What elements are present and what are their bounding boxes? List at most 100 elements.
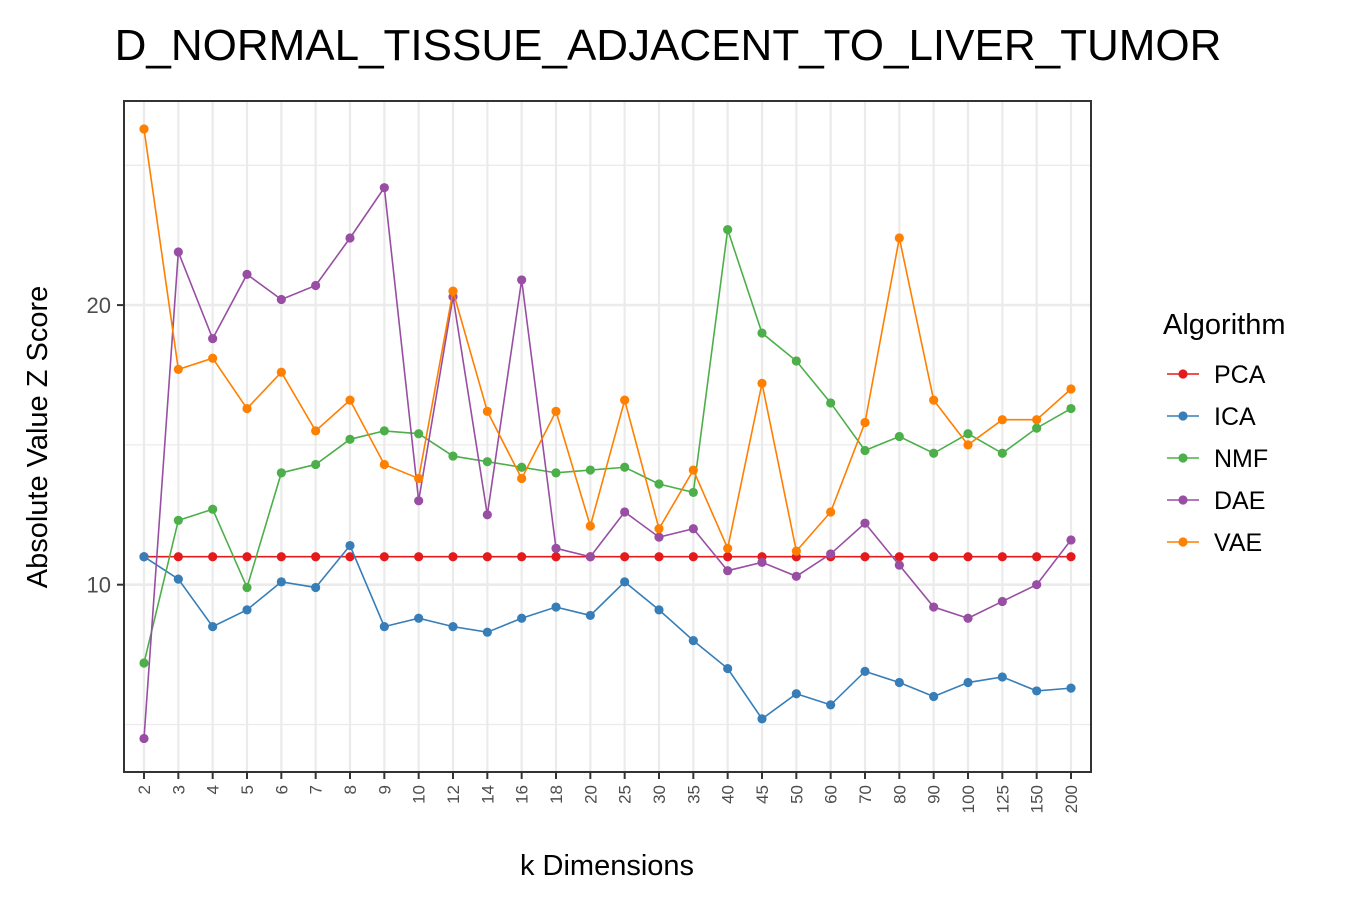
vae-point — [791, 546, 801, 556]
vae-point — [311, 426, 321, 436]
dae-point — [139, 733, 149, 744]
nmf-point — [929, 448, 939, 458]
dae-point — [894, 560, 904, 570]
nmf-point — [173, 515, 183, 525]
x-tick-label: 2 — [135, 785, 154, 794]
pca-point — [1066, 552, 1076, 562]
vae-point — [894, 233, 904, 243]
x-tick-label: 4 — [204, 785, 223, 794]
nmf-point — [654, 479, 664, 489]
dae-point — [860, 518, 870, 528]
ica-line — [143, 544, 1072, 721]
nmf-point — [997, 448, 1007, 458]
nmf-point — [791, 356, 801, 366]
pca-point — [517, 552, 527, 562]
vae-point — [654, 524, 664, 534]
pca-point — [173, 552, 183, 562]
x-tick-label: 90 — [925, 785, 944, 804]
pca-point — [345, 552, 355, 562]
nmf-point — [311, 459, 321, 470]
x-tick-label: 20 — [581, 785, 600, 804]
pca-point — [963, 552, 973, 562]
ica-point — [139, 552, 149, 562]
legend-item-dae: DAE — [1167, 487, 1265, 515]
vae-point — [551, 406, 561, 416]
nmf-point — [379, 426, 389, 436]
x-tick-label: 40 — [719, 785, 738, 804]
ica-point — [791, 689, 801, 699]
legend-label: DAE — [1214, 487, 1265, 515]
x-tick-label: 18 — [547, 785, 566, 804]
nmf-point — [448, 451, 458, 461]
pca-point — [654, 552, 664, 562]
pca-point — [242, 552, 252, 562]
pca-point — [208, 552, 218, 562]
legend-key-point — [1178, 495, 1188, 505]
vae-point — [620, 395, 630, 405]
legend-key-point — [1178, 369, 1188, 379]
series-ica — [139, 540, 1076, 724]
vae-point — [997, 415, 1007, 425]
x-tick-label: 12 — [444, 785, 463, 804]
plot-panel-border — [123, 100, 1092, 773]
dae-point — [276, 294, 286, 305]
nmf-point — [551, 468, 561, 478]
ica-point — [242, 605, 252, 615]
vae-point — [929, 395, 939, 405]
vae-point — [757, 378, 767, 388]
dae-point — [997, 596, 1007, 607]
ica-point — [1032, 686, 1042, 696]
vae-point — [345, 395, 355, 405]
dae-point — [1066, 535, 1076, 545]
nmf-point — [757, 328, 767, 338]
dae-point — [791, 571, 801, 581]
nmf-point — [723, 225, 733, 235]
pca-point — [894, 552, 904, 562]
ica-point — [551, 602, 561, 612]
pca-point — [311, 552, 321, 562]
legend-label: NMF — [1214, 445, 1268, 473]
pca-point — [997, 552, 1007, 562]
ica-point — [757, 714, 767, 724]
ica-point — [379, 622, 389, 632]
dae-point — [585, 552, 595, 562]
dae-point — [723, 566, 733, 576]
dae-point — [620, 507, 630, 517]
vae-point — [963, 440, 973, 450]
ica-point — [585, 610, 595, 621]
vae-point — [242, 403, 252, 414]
pca-point — [379, 552, 389, 562]
series-pca — [139, 552, 1076, 562]
x-tick-label: 60 — [822, 785, 841, 804]
dae-point — [929, 602, 939, 612]
ica-point — [929, 691, 939, 702]
x-tick-label: 6 — [272, 785, 291, 794]
ica-point — [826, 700, 836, 710]
vae-point — [173, 364, 183, 374]
vae-point — [723, 543, 733, 553]
vae-point — [448, 286, 458, 296]
x-axis-title: k Dimensions — [520, 850, 694, 882]
y-tick-label: 10 — [87, 573, 111, 598]
ica-point — [723, 663, 733, 674]
dae-point — [311, 280, 321, 291]
x-tick-label: 125 — [993, 785, 1012, 813]
vae-point — [139, 124, 149, 134]
nmf-point — [688, 487, 698, 498]
legend-title: Algorithm — [1163, 309, 1286, 341]
ica-point — [208, 622, 218, 632]
nmf-point — [242, 582, 252, 593]
x-tick-label: 100 — [959, 785, 978, 813]
dae-point — [688, 524, 698, 534]
dae-point — [208, 334, 218, 344]
legend-item-vae: VAE — [1167, 529, 1262, 557]
ica-point — [482, 627, 492, 637]
nmf-line — [143, 229, 1072, 664]
nmf-point — [517, 462, 527, 472]
y-tick-label: 20 — [87, 293, 111, 318]
series-dae — [139, 183, 1076, 744]
vae-point — [379, 459, 389, 470]
vae-line — [143, 128, 1072, 553]
x-tick-label: 80 — [890, 785, 909, 804]
